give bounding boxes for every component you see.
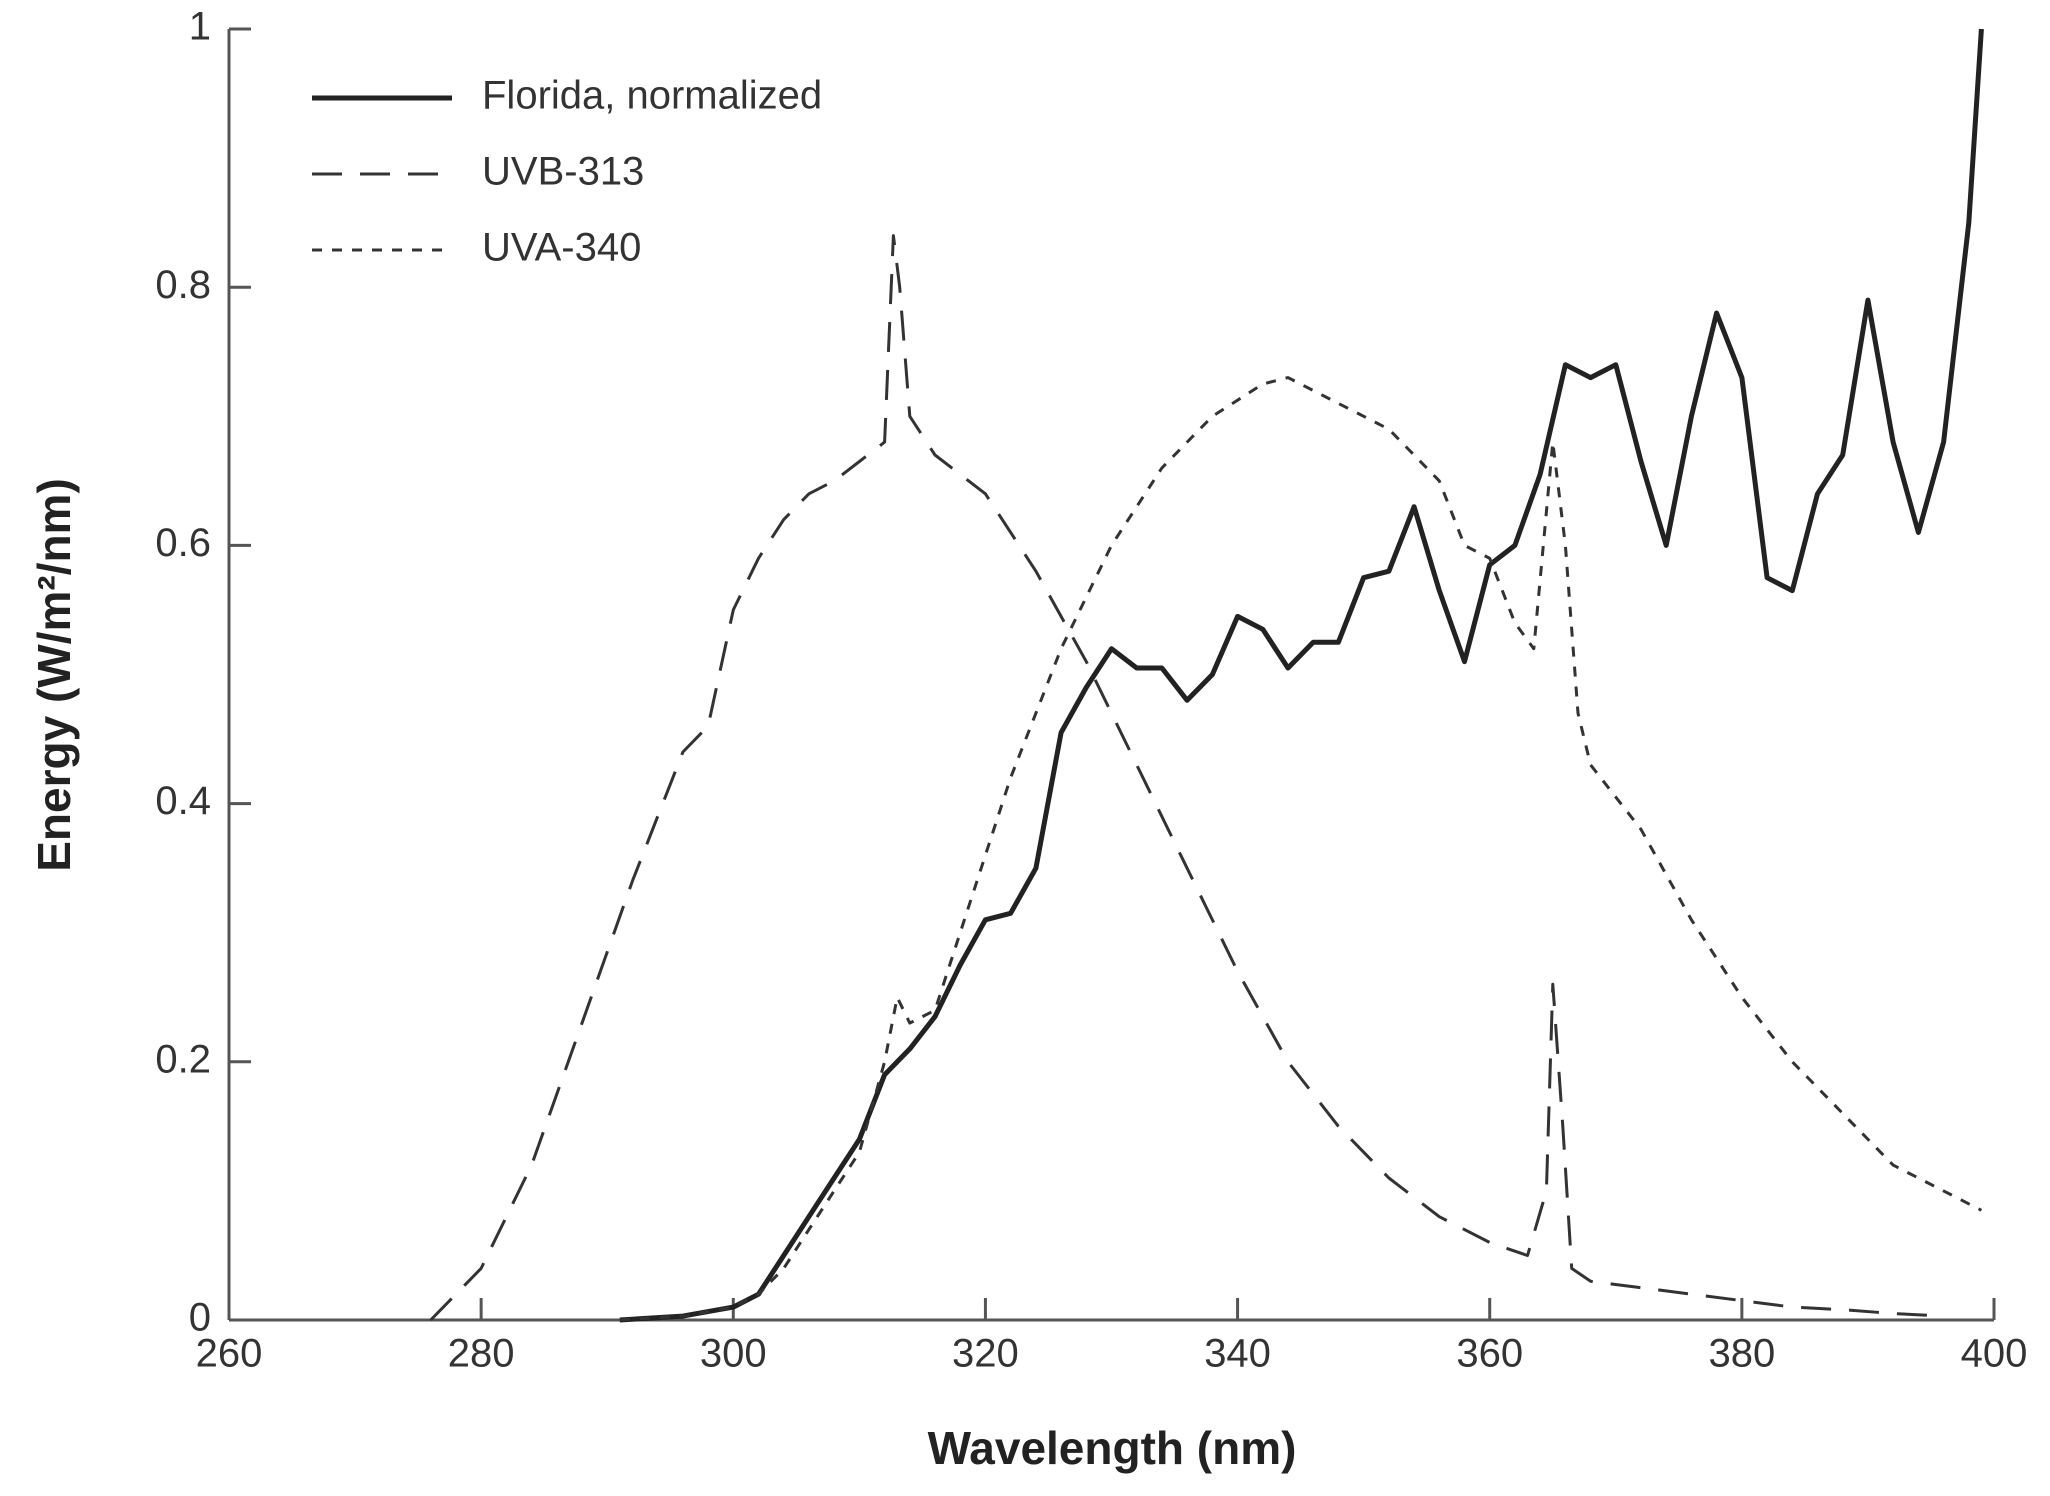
x-axis-title: Wavelength (nm) xyxy=(928,1422,1297,1474)
x-tick-label: 280 xyxy=(448,1332,515,1376)
x-tick-label: 400 xyxy=(1961,1332,2028,1376)
y-tick-label: 0.4 xyxy=(155,779,211,823)
y-tick-label: 1 xyxy=(189,5,211,49)
series-line xyxy=(619,376,1983,1322)
y-tick-label: 0.2 xyxy=(155,1037,211,1081)
x-tick-label: 320 xyxy=(952,1332,1019,1376)
y-tick-label: 0.8 xyxy=(155,263,211,307)
y-tick-label: 0.6 xyxy=(155,521,211,565)
series-line xyxy=(619,28,1984,1323)
y-axis-title: Energy (W/m²/nm) xyxy=(28,478,80,872)
x-tick-label: 340 xyxy=(1204,1332,1271,1376)
x-tick-label: 360 xyxy=(1456,1332,1523,1376)
legend-label: UVA-340 xyxy=(482,226,641,270)
legend-label: Florida, normalized xyxy=(482,74,822,118)
y-tick-label: 0 xyxy=(189,1296,211,1340)
x-tick-label: 380 xyxy=(1708,1332,1775,1376)
x-tick-label: 300 xyxy=(700,1332,767,1376)
x-tick-label: 260 xyxy=(196,1332,263,1376)
legend-label: UVB-313 xyxy=(482,150,644,194)
series-line xyxy=(429,234,1944,1322)
